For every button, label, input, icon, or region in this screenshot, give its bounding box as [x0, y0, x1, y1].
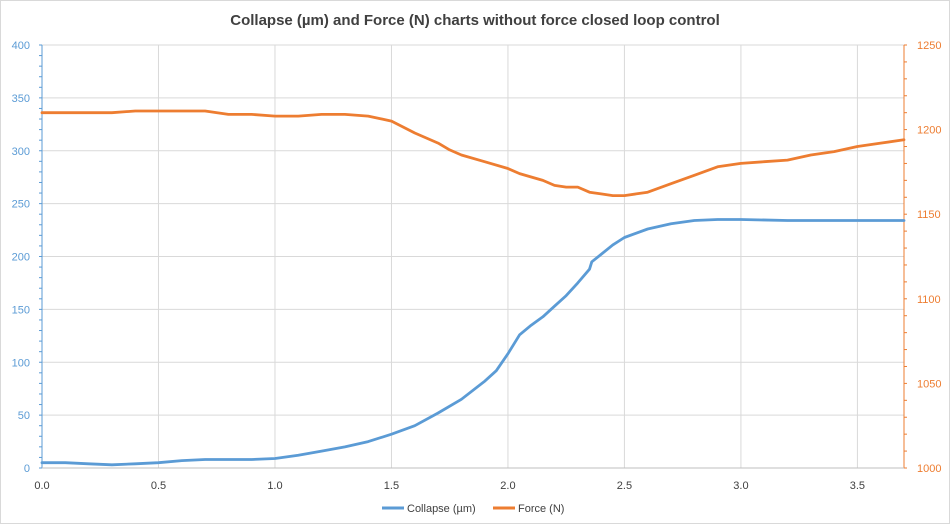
- x-tick-label: 0.0: [34, 480, 49, 492]
- x-tick-label: 3.5: [850, 480, 865, 492]
- legend: Collapse (µm) Force (N): [382, 503, 564, 515]
- y-tick-label-left: 300: [12, 146, 30, 158]
- x-tick-label: 2.5: [617, 480, 632, 492]
- y-tick-label-right: 1250: [917, 40, 941, 52]
- x-tick-label: 3.0: [733, 480, 748, 492]
- y-tick-label-right: 1100: [917, 294, 941, 306]
- y-tick-label-left: 100: [12, 357, 30, 369]
- x-tick-label: 2.0: [500, 480, 515, 492]
- x-tick-label: 1.0: [267, 480, 282, 492]
- grid-layer: [42, 44, 904, 468]
- series-line-collapse-m: [40, 218, 906, 467]
- y-tick-label-left: 0: [24, 463, 30, 475]
- y-tick-label-right: 1200: [917, 125, 941, 137]
- axis-layer: 0 50 100 150 200 250 300 350 400 0.0 0.5 1.0 1.5 2.0 2…: [12, 40, 942, 492]
- y-tick-label-left: 400: [12, 40, 30, 52]
- x-tick-label: 1.5: [384, 480, 399, 492]
- y-tick-label-left: 350: [12, 93, 30, 105]
- y-tick-label-left: 150: [12, 304, 30, 316]
- y-tick-label-right: 1050: [917, 378, 941, 390]
- chart-title: Collapse (µm) and Force (N) charts witho…: [230, 12, 720, 29]
- y-tick-label-left: 50: [18, 410, 30, 422]
- legend-label-collapse-m: Collapse (µm): [407, 503, 476, 515]
- series-line-force-n: [40, 109, 906, 198]
- y-tick-label-left: 200: [12, 252, 30, 264]
- y-tick-label-right: 1150: [917, 209, 941, 221]
- y-tick-label-right: 1000: [917, 463, 941, 475]
- x-tick-label: 0.5: [151, 480, 166, 492]
- y-tick-label-left: 250: [12, 199, 30, 211]
- series-layer: [40, 109, 906, 467]
- legend-label-force-n: Force (N): [518, 503, 564, 515]
